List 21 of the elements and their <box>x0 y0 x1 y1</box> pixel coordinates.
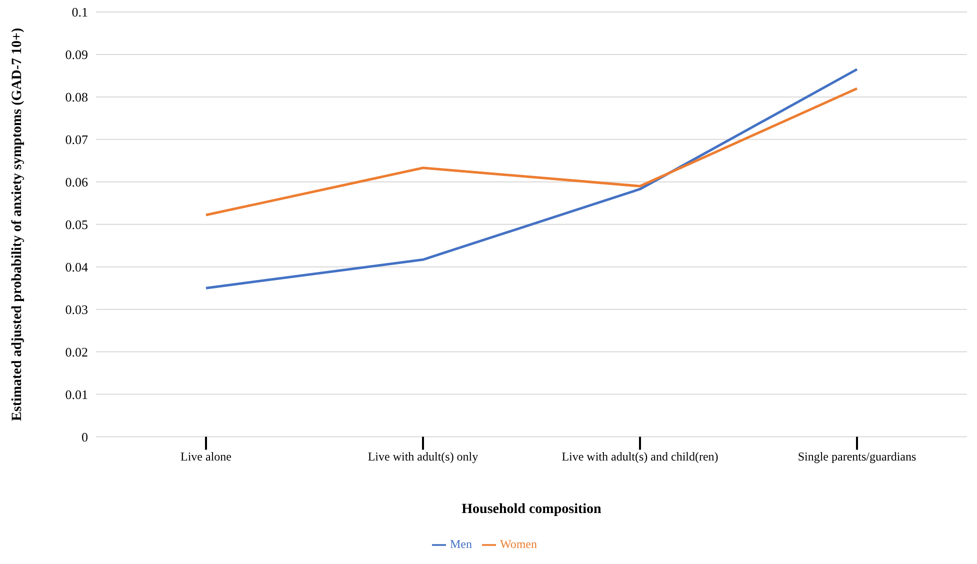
y-tick-label: 0.05 <box>65 216 88 232</box>
legend-label: Women <box>500 536 538 551</box>
y-tick-label: 0 <box>82 429 88 444</box>
x-tick-label: Single parents/guardians <box>798 449 916 464</box>
y-tick-label: 0.07 <box>65 132 88 148</box>
y-axis-title: Estimated adjusted probability of anxiety symptoms (GAD-7 10+) <box>10 27 25 421</box>
y-tick-label: 0.06 <box>65 174 88 190</box>
y-tick-label: 0.09 <box>65 47 88 62</box>
x-tick-label: Live alone <box>180 449 232 464</box>
y-tick-label: 0.02 <box>65 344 88 360</box>
line-series <box>204 87 858 216</box>
y-tick-label: 0.03 <box>65 302 88 317</box>
line-series <box>204 68 858 290</box>
legend-label: Men <box>450 536 472 551</box>
x-tick-label: Live with adult(s) and child(ren) <box>562 449 718 464</box>
y-tick-label: 0.04 <box>65 259 88 274</box>
y-tick-label: 0.1 <box>72 4 88 20</box>
x-tick-label: Live with adult(s) only <box>368 449 478 464</box>
x-axis-title: Household composition <box>462 502 602 517</box>
y-tick-label: 0.01 <box>65 386 88 402</box>
y-tick-label: 0.08 <box>65 90 88 105</box>
